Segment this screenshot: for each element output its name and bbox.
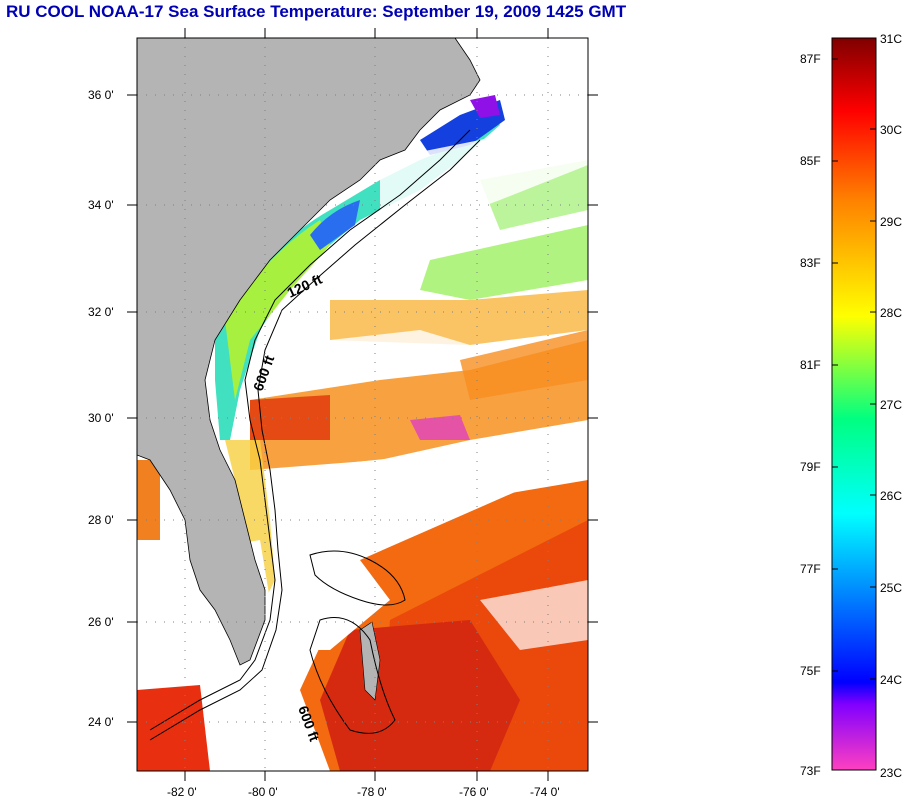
colorbar-f-81: 81F: [800, 358, 821, 372]
lat-label-26: 26 0': [88, 615, 114, 629]
colorbar-c-30: 30C: [880, 123, 902, 137]
colorbar-c-26: 26C: [880, 489, 902, 503]
colorbar-c-29: 29C: [880, 215, 902, 229]
colorbar-gradient: [831, 37, 877, 771]
colorbar-f-79: 79F: [800, 460, 821, 474]
colorbar-f-87: 87F: [800, 52, 821, 66]
colorbar-c-31: 31C: [880, 32, 902, 46]
lon-label-76: -76 0': [459, 785, 489, 799]
axis-ticks: [127, 28, 598, 781]
lat-label-30: 30 0': [88, 411, 114, 425]
lat-label-24: 24 0': [88, 715, 114, 729]
colorbar: 87F 85F 83F 81F 79F 77F 75F 73F 31C 30C …: [800, 32, 902, 780]
colorbar-f-83: 83F: [800, 256, 821, 270]
colorbar-c-27: 27C: [880, 398, 902, 412]
colorbar-c-28: 28C: [880, 306, 902, 320]
graticule: [137, 38, 588, 771]
map-area: 120 ft 600 ft 600 ft: [137, 38, 588, 771]
lon-label-78: -78 0': [357, 785, 387, 799]
colorbar-f-73: 73F: [800, 764, 821, 778]
colorbar-c-24: 24C: [880, 673, 902, 687]
colorbar-f-75: 75F: [800, 664, 821, 678]
lat-label-28: 28 0': [88, 513, 114, 527]
colorbar-c-25: 25C: [880, 581, 902, 595]
lat-label-34: 34 0': [88, 198, 114, 212]
lon-label-82: -82 0': [167, 785, 197, 799]
map-title: RU COOL NOAA-17 Sea Surface Temperature:…: [6, 2, 627, 21]
longitude-labels: -82 0' -80 0' -78 0' -76 0' -74 0': [167, 785, 560, 799]
colorbar-f-77: 77F: [800, 562, 821, 576]
latitude-labels: 36 0' 34 0' 32 0' 30 0' 28 0' 26 0' 24 0…: [88, 88, 114, 729]
lon-label-80: -80 0': [248, 785, 278, 799]
depth-contours: [149, 129, 481, 741]
lon-label-74: -74 0': [530, 785, 560, 799]
lat-label-32: 32 0': [88, 305, 114, 319]
map-frame: [136, 37, 589, 772]
lat-label-36: 36 0': [88, 88, 114, 102]
colorbar-c-23: 23C: [880, 766, 902, 780]
colorbar-f-85: 85F: [800, 154, 821, 168]
